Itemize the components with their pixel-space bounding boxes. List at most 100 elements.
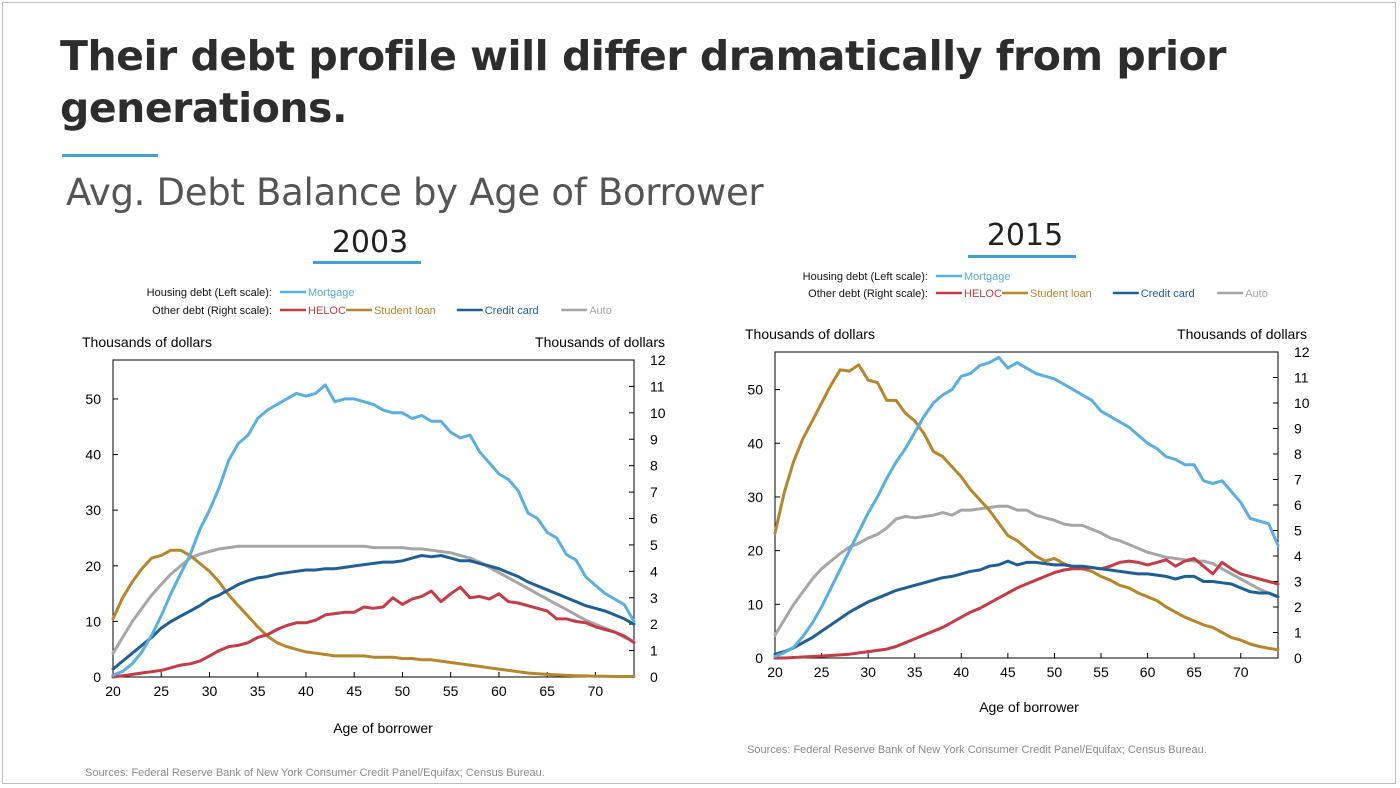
legend-entry-mortgage: Mortgage (308, 287, 354, 299)
y-left-tick-label: 20 (85, 558, 101, 574)
x-tick-label: 20 (767, 664, 783, 680)
legend-entry-credit-card: Credit card (1141, 288, 1195, 300)
slide-title: Their debt profile will differ dramatica… (60, 32, 1226, 132)
y-right-tick-label: 3 (650, 590, 658, 606)
y-right-tick-label: 7 (650, 484, 658, 500)
y-right-tick-label: 10 (1294, 395, 1310, 411)
x-tick-label: 45 (346, 683, 362, 699)
legend-entry-auto: Auto (589, 305, 612, 317)
slide-subtitle: Avg. Debt Balance by Age of Borrower (66, 171, 764, 214)
year-underline-2015 (968, 255, 1076, 258)
x-tick-label: 40 (298, 683, 314, 699)
y-left-tick-label: 0 (93, 669, 101, 685)
legend-group-label: Other debt (Right scale): (808, 288, 928, 300)
y-left-tick-label: 0 (755, 650, 763, 666)
y-right-tick-label: 1 (650, 643, 658, 659)
year-label-2003: 2003 (331, 225, 409, 260)
y-left-tick-label: 40 (85, 447, 101, 463)
x-tick-label: 30 (860, 664, 876, 680)
y-right-tick-label: 11 (650, 378, 665, 394)
x-tick-label: 65 (539, 683, 555, 699)
year-label-2015: 2015 (986, 218, 1064, 253)
y-right-tick-label: 2 (1294, 599, 1302, 615)
y-right-tick-label: 3 (1294, 574, 1302, 590)
y-right-tick-label: 12 (650, 352, 666, 368)
legend-entry-student-loan: Student loan (374, 305, 436, 317)
y-right-tick-label: 4 (1294, 548, 1302, 564)
y-right-tick-label: 5 (650, 537, 658, 553)
y-right-tick-label: 2 (650, 616, 658, 632)
y-right-axis-label: Thousands of dollars (1177, 326, 1307, 342)
series-line-credit-card (111, 554, 636, 671)
x-tick-label: 70 (1233, 664, 1249, 680)
y-right-tick-label: 0 (650, 669, 658, 685)
y-right-axis-label: Thousands of dollars (535, 334, 665, 350)
series-line-mortgage (773, 355, 1280, 658)
series-line-student-loan (111, 548, 636, 678)
legend-group-label: Other debt (Right scale): (152, 305, 272, 317)
series-line-auto (111, 544, 636, 655)
x-tick-label: 30 (202, 683, 218, 699)
year-underline-2003 (313, 261, 421, 264)
series-line-auto (773, 504, 1280, 637)
x-axis-label: Age of borrower (333, 720, 433, 736)
legend-entry-credit-card: Credit card (485, 305, 539, 317)
y-left-tick-label: 50 (85, 391, 101, 407)
x-tick-label: 50 (1047, 664, 1063, 680)
legend-entry-auto: Auto (1245, 288, 1268, 300)
y-right-tick-label: 10 (650, 405, 666, 421)
legend-entry-mortgage: Mortgage (964, 271, 1010, 283)
x-tick-label: 35 (907, 664, 923, 680)
title-underline (62, 154, 158, 157)
legend-entry-student-loan: Student loan (1030, 288, 1092, 300)
x-tick-label: 50 (395, 683, 411, 699)
y-left-tick-label: 10 (85, 613, 101, 629)
x-tick-label: 25 (153, 683, 169, 699)
series-line-mortgage (111, 383, 636, 677)
x-tick-label: 25 (814, 664, 830, 680)
x-tick-label: 35 (250, 683, 266, 699)
x-tick-label: 20 (105, 683, 121, 699)
y-right-tick-label: 11 (1294, 370, 1309, 386)
series-line-credit-card (773, 559, 1280, 656)
y-left-tick-label: 30 (85, 502, 101, 518)
y-right-tick-label: 8 (1294, 446, 1302, 462)
y-left-tick-label: 20 (747, 543, 763, 559)
y-right-tick-label: 7 (1294, 472, 1302, 488)
x-axis-label: Age of borrower (979, 699, 1079, 715)
y-left-tick-label: 30 (747, 489, 763, 505)
y-right-tick-label: 1 (1294, 625, 1302, 641)
x-tick-label: 70 (588, 683, 604, 699)
y-right-tick-label: 6 (650, 511, 658, 527)
x-tick-label: 55 (443, 683, 459, 699)
x-tick-label: 40 (954, 664, 970, 680)
x-tick-label: 60 (1140, 664, 1156, 680)
x-tick-label: 55 (1093, 664, 1109, 680)
source-note: Sources: Federal Reserve Bank of New Yor… (747, 744, 1207, 756)
x-tick-label: 45 (1000, 664, 1016, 680)
y-right-tick-label: 6 (1294, 497, 1302, 513)
series-line-student-loan (773, 363, 1280, 652)
y-right-tick-label: 5 (1294, 523, 1302, 539)
y-right-tick-label: 9 (650, 431, 658, 447)
source-note: Sources: Federal Reserve Bank of New Yor… (85, 767, 545, 779)
series-line-heloc (773, 557, 1280, 660)
legend-entry-heloc: HELOC (964, 288, 1002, 300)
y-right-tick-label: 9 (1294, 421, 1302, 437)
legend-group-label: Housing debt (Left scale): (147, 287, 272, 299)
y-right-tick-label: 8 (650, 458, 658, 474)
y-right-tick-label: 4 (650, 563, 658, 579)
y-left-tick-label: 40 (747, 435, 763, 451)
y-left-tick-label: 50 (747, 382, 763, 398)
x-tick-label: 65 (1186, 664, 1202, 680)
legend-group-label: Housing debt (Left scale): (803, 271, 928, 283)
series-line-heloc (111, 585, 636, 679)
y-left-axis-label: Thousands of dollars (745, 326, 875, 342)
y-left-axis-label: Thousands of dollars (82, 334, 212, 350)
x-tick-label: 60 (491, 683, 507, 699)
y-left-tick-label: 10 (747, 596, 763, 612)
legend-entry-heloc: HELOC (308, 305, 346, 317)
